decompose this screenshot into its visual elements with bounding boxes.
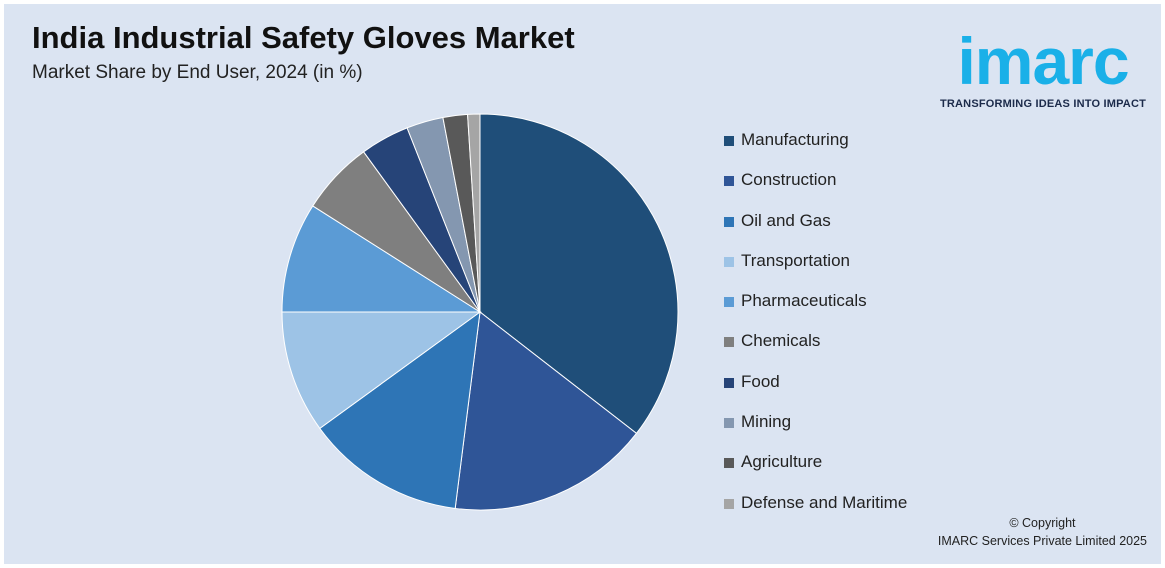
copyright-line-2: IMARC Services Private Limited 2025 (937, 534, 1147, 548)
legend-swatch (724, 458, 734, 469)
legend-swatch (724, 136, 734, 146)
legend-label: Mining (741, 412, 792, 432)
pie-chart (281, 113, 679, 511)
legend-label: Pharmaceuticals (741, 291, 867, 311)
legend-item-chemicals: Chemicals (724, 331, 907, 371)
legend-item-manufacturing: Manufacturing (724, 130, 907, 170)
legend-label: Agriculture (741, 452, 823, 472)
pie-slice-defense-and-maritime (467, 113, 481, 313)
pie-slice-transportation (281, 311, 482, 430)
legend-swatch (724, 256, 734, 267)
legend-label: Food (741, 371, 780, 391)
legend-swatch (724, 176, 734, 187)
legend-label: Transportation (741, 250, 850, 270)
chart-legend: Manufacturing Construction Oil and Gas Tran… (724, 130, 907, 533)
legend-item-agriculture: Agriculture (724, 452, 907, 492)
legend-item-oil-and-gas: Oil and Gas (724, 211, 907, 251)
legend-swatch (724, 297, 734, 308)
copyright-line-1: © Copyright (1009, 516, 1076, 530)
pie-slice-construction (454, 311, 638, 511)
legend-item-food: Food (724, 372, 907, 412)
imarc-logo: imarc TRANSFORMING IDEAS INTO IMPACT (932, 14, 1154, 114)
legend-item-construction: Construction (724, 170, 907, 210)
legend-swatch (724, 418, 734, 429)
logo-tagline: TRANSFORMING IDEAS INTO IMPACT (939, 98, 1147, 110)
legend-label: Defense and Maritime (741, 492, 908, 512)
legend-swatch (724, 216, 734, 227)
legend-swatch (724, 498, 734, 509)
legend-item-defense-and-maritime: Defense and Maritime (724, 493, 907, 533)
legend-item-mining: Mining (724, 412, 907, 452)
legend-item-pharmaceuticals: Pharmaceuticals (724, 291, 907, 331)
chart-title: India Industrial Safety Gloves Market (32, 20, 575, 55)
pie-slice-manufacturing (479, 113, 679, 435)
logo-wordmark: imarc (957, 24, 1129, 98)
pie-slice-oil-and-gas (319, 310, 481, 509)
pie-slice-pharmaceuticals (281, 205, 482, 313)
legend-label: Manufacturing (741, 130, 849, 149)
legend-label: Chemicals (741, 331, 821, 351)
legend-swatch (724, 377, 734, 388)
legend-swatch (724, 337, 734, 348)
legend-item-transportation: Transportation (724, 251, 907, 291)
copyright-notice: © Copyright IMARC Services Private Limit… (938, 514, 1147, 550)
legend-label: Construction (741, 170, 837, 190)
legend-label: Oil and Gas (741, 210, 831, 230)
chart-subtitle: Market Share by End User, 2024 (in %) (32, 62, 363, 83)
chart-card: India Industrial Safety Gloves Market Ma… (4, 4, 1161, 564)
